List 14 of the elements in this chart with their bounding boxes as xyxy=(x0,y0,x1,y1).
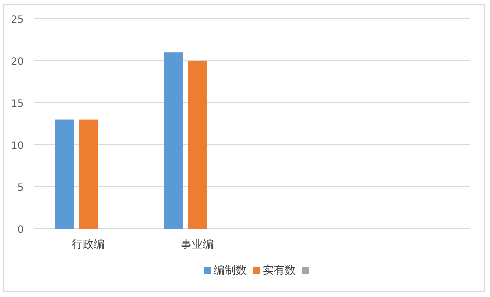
x-tick-label: 事业编 xyxy=(181,238,214,251)
legend-label: 编制数 xyxy=(214,264,247,277)
y-tick-label: 15 xyxy=(11,99,24,110)
y-tick-label: 25 xyxy=(11,15,24,26)
x-tick-label: 行政编 xyxy=(72,238,105,251)
bar xyxy=(164,52,183,229)
y-tick-label: 20 xyxy=(11,57,24,68)
y-tick-label: 5 xyxy=(18,183,24,194)
bar xyxy=(188,61,207,229)
bar xyxy=(55,120,74,229)
y-tick-label: 0 xyxy=(18,225,24,236)
y-tick-label: 10 xyxy=(11,141,24,152)
legend-label: 实有数 xyxy=(263,264,296,277)
bar xyxy=(79,120,98,229)
